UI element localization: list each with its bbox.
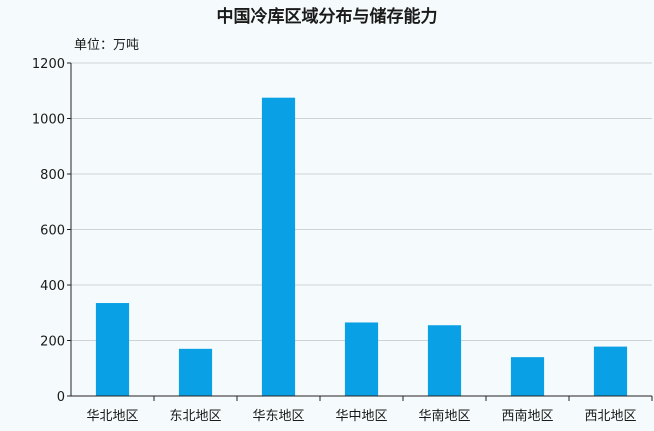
bar-7	[593, 346, 628, 396]
x-tick-label: 华东地区	[252, 409, 304, 424]
bar-4	[344, 322, 379, 396]
y-tick-label: 600	[40, 224, 65, 239]
bar-3	[261, 97, 296, 396]
x-tick-label: 华北地区	[86, 409, 138, 424]
chart-title: 中国冷库区域分布与储存能力	[217, 6, 438, 27]
x-tick-label: 东北地区	[169, 409, 221, 424]
y-tick-label: 1200	[32, 57, 65, 72]
bar-1	[95, 303, 130, 396]
x-tick-label: 华中地区	[335, 409, 387, 424]
x-tick-label: 西北地区	[584, 409, 636, 424]
y-tick-label: 0	[57, 390, 65, 405]
x-tick-label: 华南地区	[418, 408, 470, 424]
bar-2	[178, 348, 213, 396]
y-tick-labels: 0 200 400 600 800 1000 1200	[32, 57, 71, 405]
bar-5	[427, 325, 462, 396]
bar-6	[510, 357, 545, 396]
grid-lines	[71, 62, 652, 341]
y-tick-label: 400	[40, 279, 65, 294]
y-tick-label: 200	[40, 335, 65, 350]
y-tick-label: 800	[40, 168, 65, 183]
y-tick-label: 1000	[32, 113, 65, 128]
unit-label: 单位：万吨	[74, 38, 139, 53]
x-tick-labels: 华北地区 东北地区 华东地区 华中地区 华南地区 西南地区 西北地区	[86, 396, 653, 424]
bars	[95, 97, 628, 396]
x-tick-label: 西南地区	[501, 408, 553, 424]
